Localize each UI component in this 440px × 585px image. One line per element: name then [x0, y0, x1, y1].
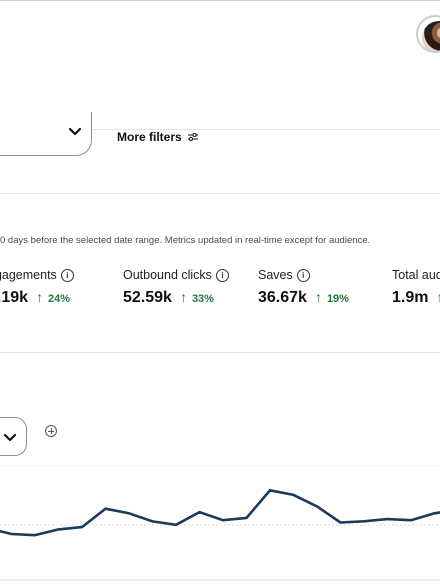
arrow-up-icon: ↑	[36, 289, 44, 305]
section-divider	[0, 193, 440, 194]
info-icon[interactable]: i	[215, 268, 229, 282]
metric-value: 52.59k	[123, 289, 172, 306]
info-icon[interactable]: i	[296, 268, 310, 282]
metric-value: 6.19k	[0, 289, 29, 306]
metric-change: ↑ 24%	[36, 289, 70, 305]
series-line	[0, 488, 440, 537]
arrow-up-icon: ↑	[314, 289, 322, 305]
metric-change-value: 24%	[48, 293, 71, 305]
metric-outbound-clicks[interactable]: Outbound clicks i 52.59k ↑ 33%	[123, 268, 229, 307]
more-filters-button[interactable]: More filters	[117, 130, 199, 144]
metrics-note: 0 days before the selected date range. M…	[0, 235, 371, 246]
metric-label: Saves	[258, 268, 293, 282]
top-border	[0, 0, 440, 1]
profile-avatar[interactable]	[416, 15, 440, 53]
metric-change: ↑	[436, 289, 440, 305]
sliders-icon	[187, 132, 198, 142]
arrow-up-icon: ↑	[179, 289, 187, 305]
arrow-up-icon: ↑	[436, 289, 440, 305]
info-icon[interactable]: i	[60, 268, 74, 282]
line-chart	[0, 465, 440, 581]
chart-series	[0, 488, 440, 537]
chevron-down-icon	[3, 433, 17, 442]
metric-value: 1.9m	[392, 289, 429, 306]
filters-divider	[0, 129, 440, 130]
avatar-image	[422, 21, 440, 51]
metric-change: ↑ 19%	[315, 289, 349, 305]
chart-section-divider	[0, 352, 440, 353]
more-filters-label: More filters	[117, 130, 182, 144]
metric-change-value: 33%	[191, 293, 214, 305]
chart-grid	[0, 465, 440, 581]
metric-label: Total audi	[392, 268, 440, 282]
metric-change-value: 19%	[326, 293, 349, 305]
metric-select[interactable]	[0, 417, 27, 456]
chevron-down-icon	[68, 127, 82, 136]
metric-value: 36.67k	[258, 289, 307, 306]
metric-change: ↑ 33%	[180, 289, 214, 305]
metric-engagements[interactable]: agagements i 6.19k ↑ 24%	[0, 268, 74, 307]
metric-saves[interactable]: Saves i 36.67k ↑ 19%	[258, 268, 349, 307]
plus-circle-icon[interactable]	[45, 425, 57, 437]
metric-label: Outbound clicks	[123, 268, 212, 282]
metric-label: agagements	[0, 268, 57, 282]
date-range-dropdown[interactable]	[0, 112, 92, 156]
metric-total-audience[interactable]: Total audi 1.9m ↑	[392, 268, 440, 307]
